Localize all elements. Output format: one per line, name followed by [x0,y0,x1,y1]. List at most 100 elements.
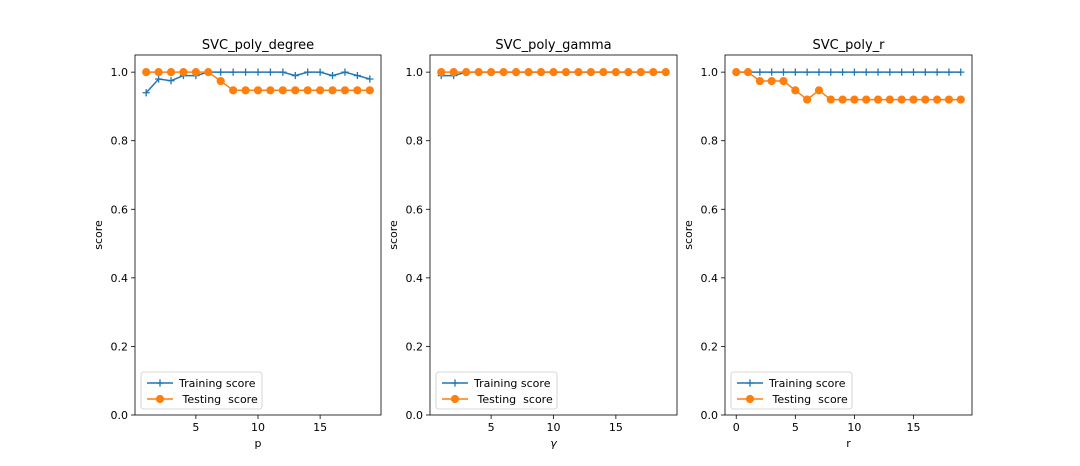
y-tick-label: 0.8 [701,135,719,148]
data-point-testing [767,76,776,86]
y-axis-label: score [682,220,695,250]
data-point-training [898,68,906,76]
data-point-training [155,75,163,83]
legend-marker [155,394,165,404]
y-axis-label: score [92,220,105,250]
x-tick-label: 5 [792,421,799,434]
data-point-testing [755,76,764,86]
data-point-training [353,71,361,80]
data-point-testing [316,86,325,95]
y-tick-label: 0.6 [406,203,424,216]
data-point-testing [499,68,508,77]
subplot-2: SVC_poly_gamma 0.0 0.2 0.4 0.6 0.8 1.0 5 10 15 γ sc… [387,38,678,450]
y-axis-label: score [387,220,400,250]
data-point-testing [229,86,238,95]
y-tick-label: 0.8 [406,135,424,148]
data-point-testing [278,86,287,95]
x-tick-label: 15 [907,421,921,434]
data-point-training [254,68,262,76]
data-point-training [316,68,324,76]
data-point-testing [204,68,213,77]
data-point-testing [216,76,225,86]
data-point-testing [574,68,583,77]
data-point-testing [353,86,362,95]
data-point-testing [253,86,263,95]
x-tick-label: 10 [847,421,861,434]
legend-label: Testing score [474,393,553,406]
data-point-testing [474,68,483,77]
data-point-testing [524,68,533,77]
data-point-training [862,68,870,76]
y-tick-label: 0.2 [406,340,424,353]
data-point-testing [873,95,883,104]
data-point-testing [328,86,337,95]
data-point-training [341,68,349,76]
data-point-testing [661,68,670,77]
legend: Training score Testing score [435,371,558,410]
data-point-testing [909,95,918,104]
data-point-training [328,71,337,80]
legend-marker [746,379,754,387]
data-point-testing [166,68,176,77]
x-axis-label: p [255,437,262,450]
legend-marker [451,379,459,387]
y-tick-label: 0.8 [111,135,129,148]
data-point-testing [303,86,312,95]
y-tick-label: 0.6 [701,203,719,216]
x-tick-label: 0 [733,421,740,434]
data-point-testing [611,68,620,77]
x-tick-label: 5 [488,421,495,434]
data-point-training [791,68,799,76]
legend-label: Testing score [769,393,848,406]
x-tick-label: 15 [609,421,623,434]
plot-frame [429,54,678,416]
chart-title: SVC_poly_degree [202,38,314,53]
data-point-training [217,68,225,76]
data-point-training [827,68,835,76]
x-tick-label: 5 [192,421,199,434]
y-tick-label: 0.4 [701,272,719,285]
legend-label: Training score [178,377,256,390]
subplot-1: SVC_poly_degree 0.0 0.2 0.4 0.6 0.8 1.0 5 10 15 p s… [92,38,382,450]
subplot-3: SVC_poly_r 0.0 0.2 0.4 0.6 0.8 1.0 0 5 10 15 r score… [682,38,973,450]
chart-title: SVC_poly_gamma [495,38,611,53]
legend-label: Training score [473,377,551,390]
data-point-testing [897,95,906,104]
data-point-testing [826,95,835,104]
x-axis-label: r [846,437,851,450]
legend-label: Testing score [179,393,258,406]
series-line-testing [736,71,961,101]
y-tick-label: 0.6 [111,203,129,216]
data-point-training [768,68,776,76]
data-point-training [957,68,965,76]
data-point-training [291,71,299,80]
data-point-training [366,75,374,83]
data-point-testing [944,95,954,104]
data-point-testing [599,68,608,77]
y-tick-label: 0.4 [406,272,424,285]
y-tick-label: 0.4 [111,272,129,285]
data-point-testing [624,68,633,77]
data-point-training [874,68,882,76]
data-point-testing [154,68,163,77]
data-point-testing [437,68,446,77]
data-point-training [779,68,788,76]
data-point-training [815,68,823,76]
data-point-training [756,68,764,76]
data-point-testing [142,68,151,77]
legend: Training score Testing score [140,371,263,410]
data-point-testing [266,86,275,95]
data-point-testing [956,95,965,104]
legend-marker [745,394,755,404]
data-point-testing [814,86,824,95]
data-point-testing [462,68,471,77]
data-point-testing [511,68,521,77]
y-tick-label: 0.2 [111,340,129,353]
data-point-testing [850,95,859,104]
data-point-testing [449,68,458,77]
legend-label: Training score [768,377,846,390]
y-tick-label: 1.0 [701,66,719,79]
legend-marker [156,379,164,387]
data-point-training [886,68,894,76]
data-point-training [279,68,287,76]
